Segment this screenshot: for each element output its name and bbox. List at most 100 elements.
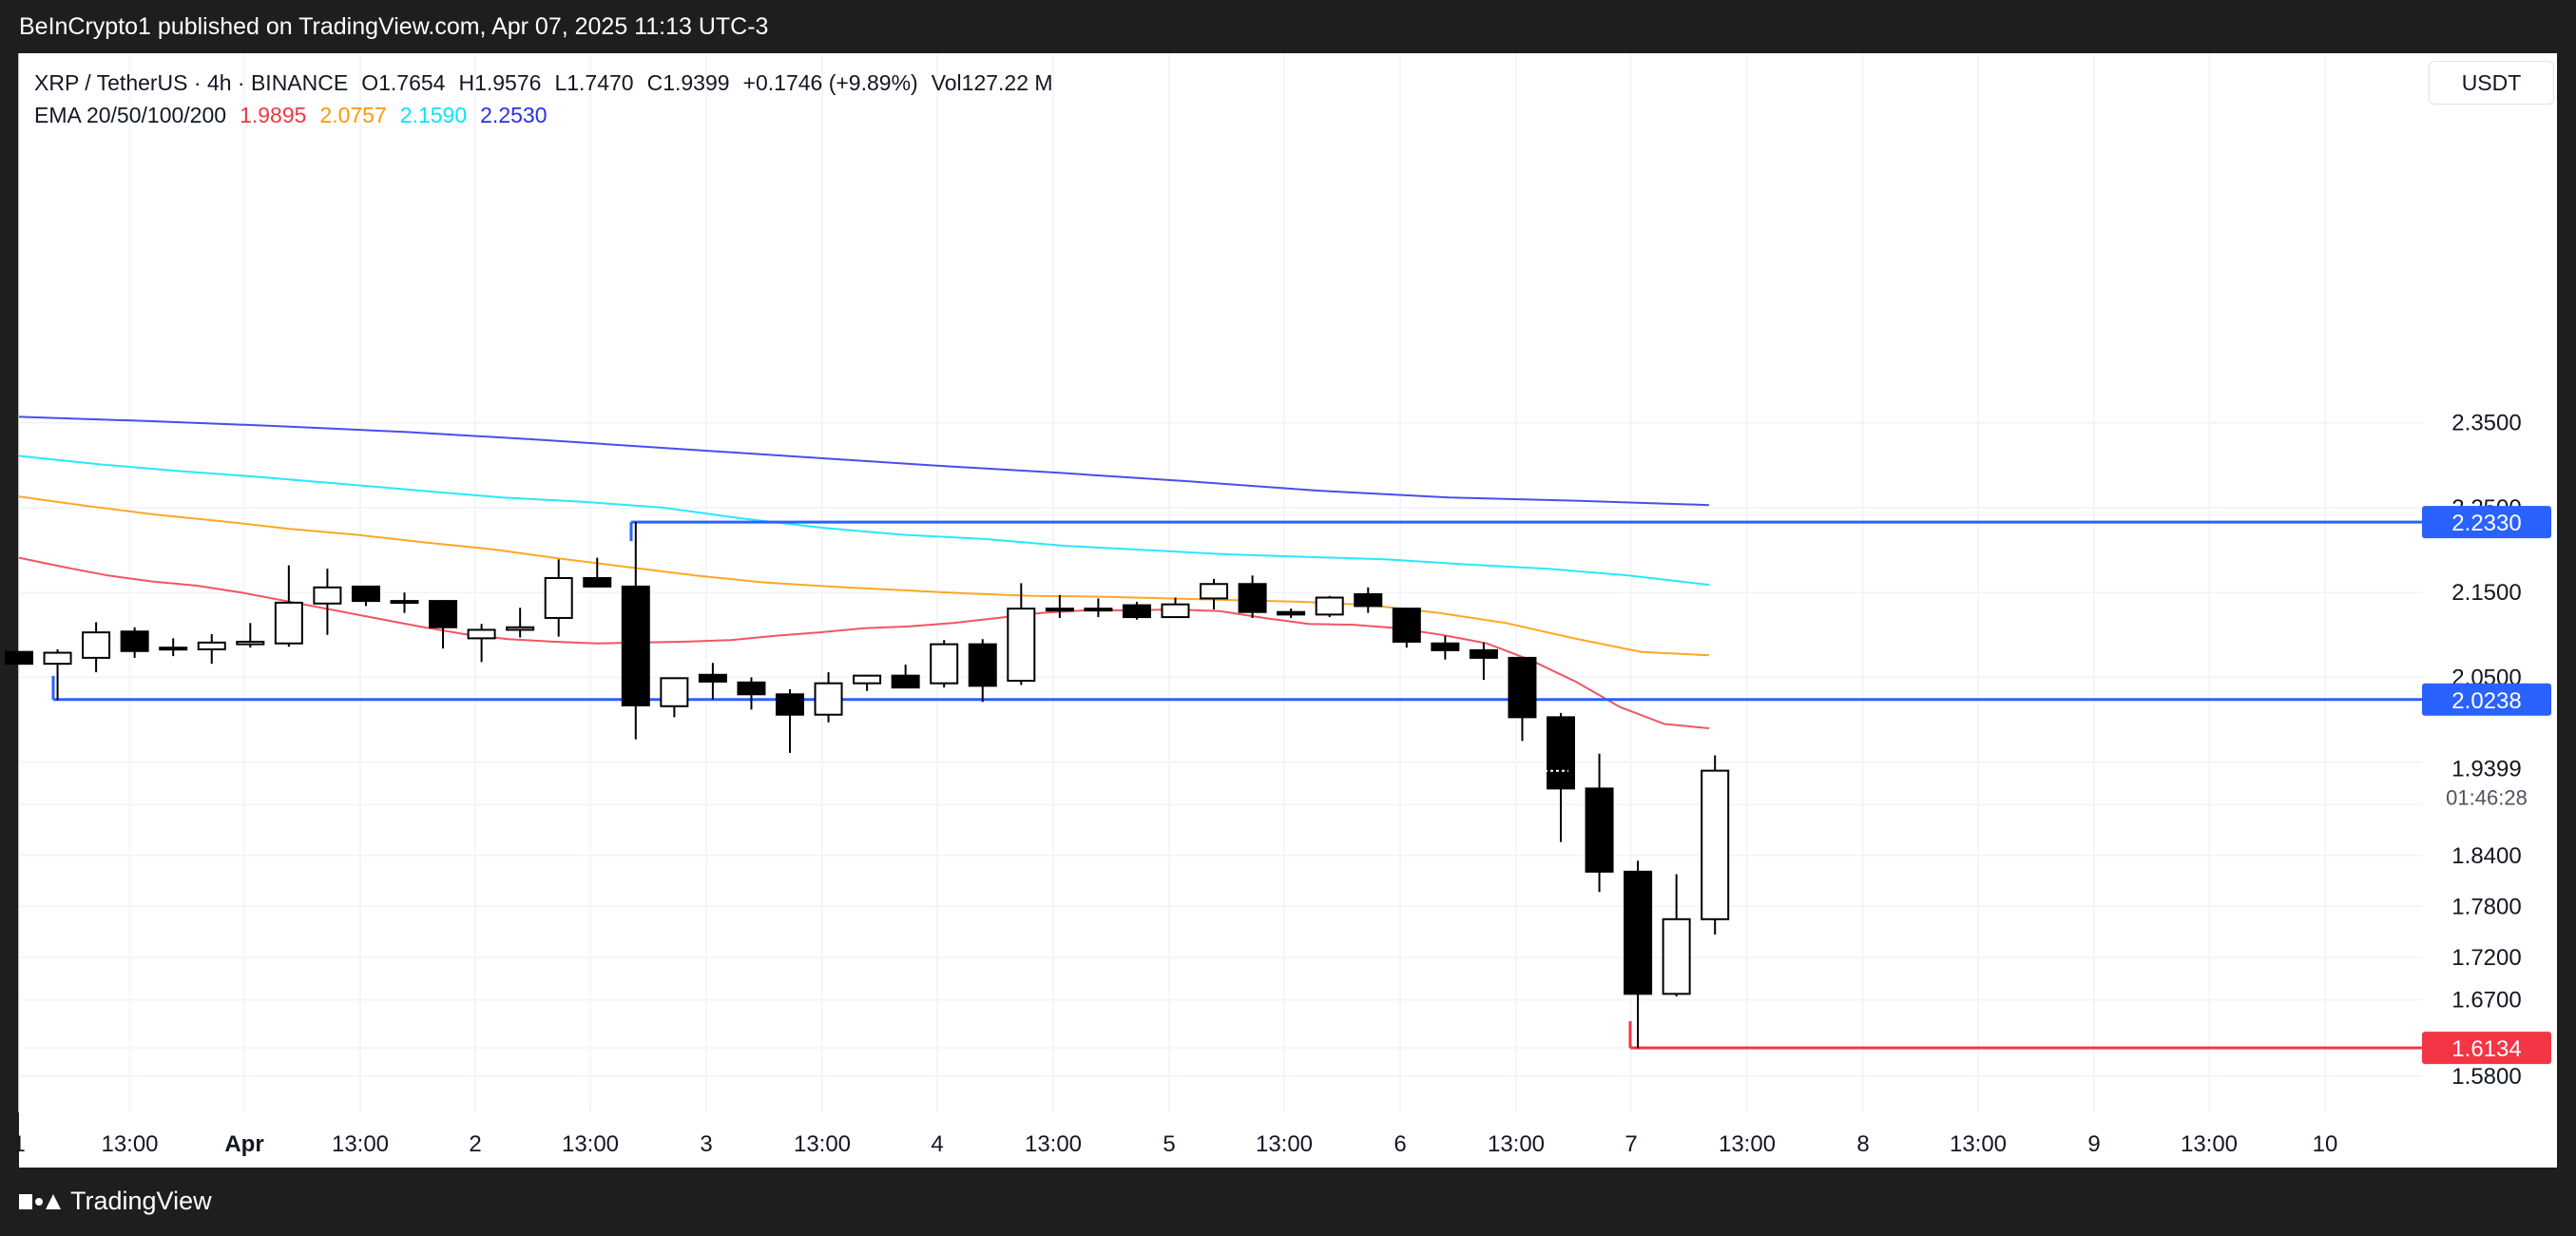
time-tick-label: 9 bbox=[2087, 1131, 2100, 1157]
ema-200-value: 2.2530 bbox=[480, 102, 548, 127]
candle-body[interactable] bbox=[351, 585, 380, 603]
candle-body[interactable] bbox=[1122, 604, 1151, 619]
countdown-label: 01:46:28 bbox=[2446, 786, 2528, 810]
ohlc-row: XRP / TetherUS · 4h · BINANCE O1.7654 H1… bbox=[34, 67, 1053, 99]
last-price-label: 1.9399 bbox=[2451, 757, 2521, 782]
candle-body[interactable] bbox=[968, 643, 997, 687]
candle-body[interactable] bbox=[1624, 870, 1653, 995]
candle-body[interactable] bbox=[698, 673, 727, 683]
candle-body[interactable] bbox=[1469, 648, 1498, 659]
ema-20-value: 1.9895 bbox=[240, 102, 307, 127]
currency-selector[interactable]: USDT bbox=[2429, 61, 2554, 105]
time-tick-label: 2 bbox=[469, 1131, 481, 1157]
time-tick-label: 10 bbox=[2313, 1131, 2338, 1157]
time-tick-label: 13:00 bbox=[101, 1131, 158, 1157]
candle-body[interactable] bbox=[1701, 769, 1730, 920]
tradingview-logo[interactable]: TradingView bbox=[19, 1187, 212, 1216]
candle-body[interactable] bbox=[120, 630, 149, 652]
candle-body[interactable] bbox=[891, 674, 920, 689]
candles[interactable] bbox=[5, 522, 1730, 1049]
candle-body[interactable] bbox=[274, 601, 303, 645]
candle-body[interactable] bbox=[390, 600, 419, 605]
ema-line bbox=[18, 415, 1710, 507]
candle-body[interactable] bbox=[1354, 592, 1383, 608]
ema-row: EMA 20/50/100/200 1.9895 2.0757 2.1590 2… bbox=[34, 99, 1053, 131]
candle-body[interactable] bbox=[1585, 787, 1614, 873]
time-tick-label: 13:00 bbox=[1025, 1131, 1082, 1157]
grid-lines bbox=[18, 53, 2422, 1112]
candle-body[interactable] bbox=[776, 693, 804, 716]
open-value: O1.7654 bbox=[361, 69, 446, 95]
candle-body[interactable] bbox=[82, 631, 111, 659]
candle-body[interactable] bbox=[429, 600, 458, 628]
tradingview-logo-icon bbox=[19, 1193, 61, 1209]
candle-body[interactable] bbox=[1547, 716, 1575, 790]
footer-bar: TradingView bbox=[0, 1168, 2576, 1236]
ema-label[interactable]: EMA 20/50/100/200 bbox=[34, 102, 227, 127]
price-tick-label: 2.1500 bbox=[2451, 580, 2521, 606]
candle-body[interactable] bbox=[5, 650, 33, 666]
candle-body[interactable] bbox=[1662, 917, 1691, 995]
price-tick-label: 2.3500 bbox=[2451, 411, 2521, 436]
candle-body[interactable] bbox=[737, 681, 766, 696]
horizontal-levels[interactable] bbox=[51, 520, 2422, 1050]
candle-body[interactable] bbox=[1007, 608, 1036, 682]
candle-body[interactable] bbox=[197, 641, 226, 650]
time-tick-label: 13:00 bbox=[1488, 1131, 1545, 1157]
candle-body[interactable] bbox=[43, 651, 72, 666]
price-tick-label: 1.6700 bbox=[2451, 988, 2521, 1014]
level-badge-label: 2.0238 bbox=[2451, 688, 2521, 714]
time-tick-label: 8 bbox=[1856, 1131, 1869, 1157]
candle-body[interactable] bbox=[1392, 608, 1421, 643]
candle-body[interactable] bbox=[1161, 603, 1190, 619]
candle-body[interactable] bbox=[1315, 596, 1344, 616]
ema-100-value: 2.1590 bbox=[399, 102, 468, 127]
level-badge-label: 1.6134 bbox=[2451, 1036, 2521, 1062]
candle-body[interactable] bbox=[814, 682, 843, 716]
time-tick-label: 13:00 bbox=[2181, 1131, 2238, 1157]
candle-body[interactable] bbox=[544, 577, 573, 619]
low-value: L1.7470 bbox=[554, 69, 634, 95]
candle-body[interactable] bbox=[467, 628, 496, 640]
time-tick-label: 13:00 bbox=[1256, 1131, 1313, 1157]
price-tick-label: 1.8400 bbox=[2451, 843, 2521, 869]
level-badge[interactable] bbox=[2422, 683, 2551, 716]
time-tick-label: 13:00 bbox=[562, 1131, 619, 1157]
candle-body[interactable] bbox=[583, 577, 612, 588]
ema-line bbox=[18, 454, 1710, 587]
change-value: +0.1746 (+9.89%) bbox=[742, 69, 918, 95]
close-value: C1.9399 bbox=[646, 69, 730, 95]
price-tick-label: 1.7200 bbox=[2451, 945, 2521, 971]
brand-label: TradingView bbox=[70, 1187, 212, 1215]
candle-body[interactable] bbox=[1508, 656, 1537, 719]
candle-body[interactable] bbox=[1200, 583, 1229, 600]
candle-body[interactable] bbox=[853, 674, 882, 685]
time-axis[interactable]: 1 13:00 Apr 13:00 2 13:00 3 13:00 4 13:00 5 13:00 6 1… bbox=[12, 1131, 2337, 1157]
candle-body[interactable] bbox=[159, 647, 188, 651]
candle-body[interactable] bbox=[506, 626, 535, 631]
publisher-bar: BeInCrypto1 published on TradingView.com… bbox=[0, 0, 2576, 53]
level-badge[interactable] bbox=[2422, 1032, 2551, 1065]
time-tick-label: 1 bbox=[12, 1131, 25, 1157]
level-badge[interactable] bbox=[2422, 506, 2551, 539]
candle-body[interactable] bbox=[660, 677, 689, 707]
candle-body[interactable] bbox=[1238, 583, 1267, 613]
candle-body[interactable] bbox=[1277, 610, 1306, 616]
time-tick-label: 13:00 bbox=[1950, 1131, 2007, 1157]
symbol-label[interactable]: XRP / TetherUS · 4h · BINANCE bbox=[34, 69, 349, 95]
candle-body[interactable] bbox=[1045, 608, 1074, 612]
price-tick-label: 1.5800 bbox=[2451, 1064, 2521, 1090]
ema-line bbox=[18, 495, 1710, 657]
time-tick-label: 13:00 bbox=[332, 1131, 389, 1157]
candle-body[interactable] bbox=[313, 586, 342, 605]
high-value: H1.9576 bbox=[458, 69, 542, 95]
candle-body[interactable] bbox=[236, 640, 265, 646]
time-tick-label: 5 bbox=[1163, 1131, 1175, 1157]
candle-body[interactable] bbox=[621, 585, 650, 706]
price-axis[interactable]: 2.35002.25002.15002.05001.95001.90001.84… bbox=[2422, 411, 2551, 1090]
candle-body[interactable] bbox=[930, 643, 959, 685]
time-tick-label: 13:00 bbox=[794, 1131, 851, 1157]
candle-body[interactable] bbox=[1431, 642, 1460, 651]
candle-body[interactable] bbox=[1084, 608, 1113, 612]
